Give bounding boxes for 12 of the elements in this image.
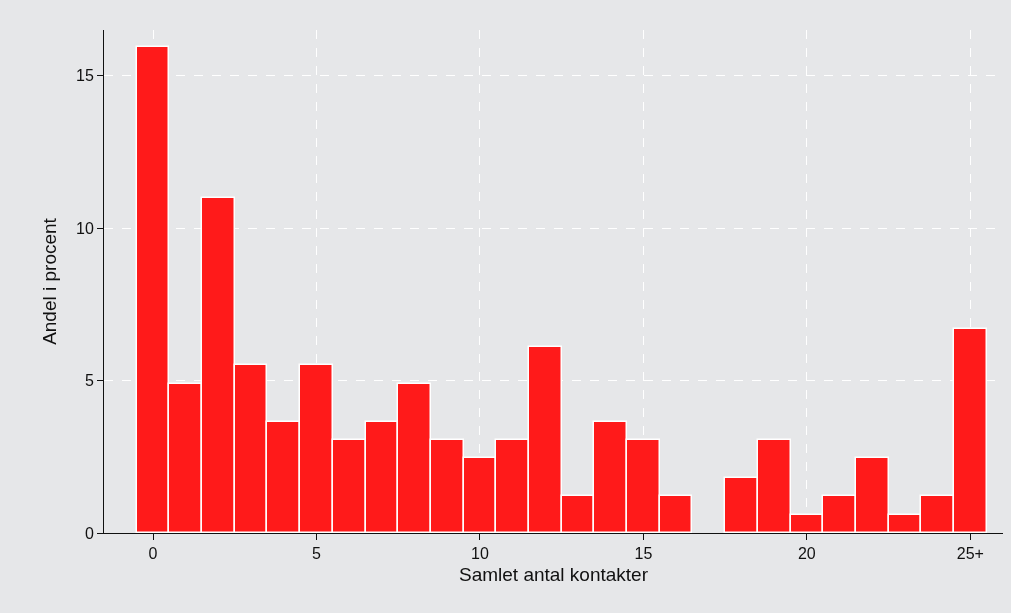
y-tick-label: 5 <box>84 372 94 390</box>
y-tick-label: 0 <box>84 524 94 542</box>
y-tick-label: 15 <box>76 67 94 85</box>
x-tick-label: 5 <box>312 545 322 563</box>
y-tick-label: 10 <box>76 219 94 237</box>
x-axis-title: Samlet antal kontakter <box>458 564 649 585</box>
y-axis-title: Andel i procent <box>38 217 60 345</box>
x-tick-label: 10 <box>471 545 489 563</box>
x-tick-label: 15 <box>634 545 653 563</box>
x-tick-label: 25+ <box>956 545 984 563</box>
x-tick-label: 20 <box>797 545 816 563</box>
x-tick-label: 0 <box>148 545 158 563</box>
